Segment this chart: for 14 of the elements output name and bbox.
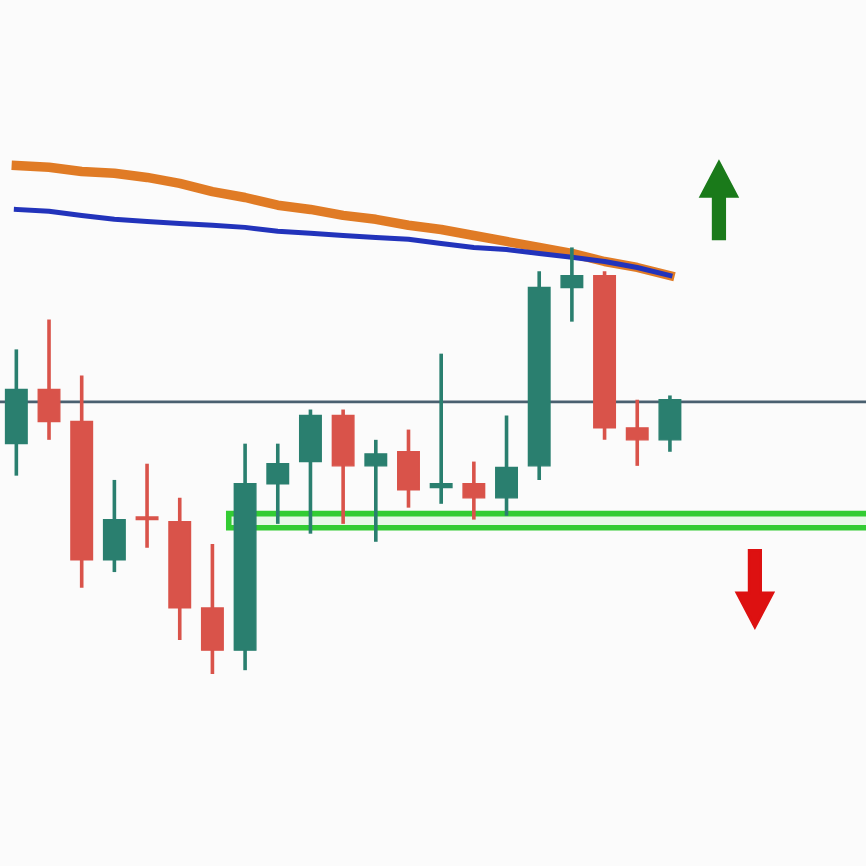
candlestick bbox=[298, 407, 322, 536]
candlestick bbox=[462, 459, 486, 522]
candlestick bbox=[266, 441, 290, 526]
candlestick bbox=[37, 317, 61, 442]
candlestick bbox=[495, 413, 519, 518]
candlestick bbox=[364, 438, 388, 544]
candlestick bbox=[658, 393, 682, 454]
candlestick bbox=[200, 542, 224, 676]
candlestick bbox=[429, 351, 453, 506]
candlestick bbox=[135, 461, 159, 550]
candlestick bbox=[397, 427, 420, 510]
candlestick bbox=[625, 397, 649, 468]
candlestick bbox=[102, 478, 126, 574]
candlestick bbox=[560, 245, 584, 324]
